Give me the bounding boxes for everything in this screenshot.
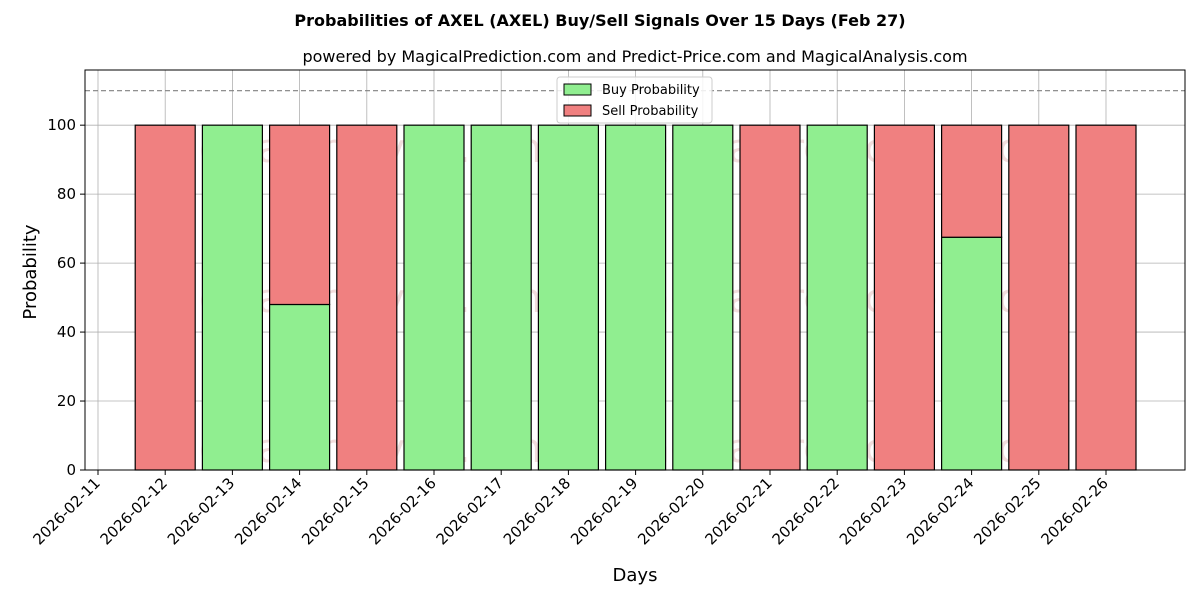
bar-sell-probability: [269, 124, 331, 306]
legend-swatch: [563, 83, 592, 96]
bar-sell-probability: [1008, 124, 1070, 471]
bar-buy-probability: [403, 124, 465, 471]
y-axis: 0 20 40 60 80 100: [47, 116, 85, 479]
legend: Buy Probability Sell Probability: [556, 76, 713, 124]
x-tick-label: 2026-02-23: [836, 474, 910, 548]
x-tick-label: 2026-02-13: [164, 474, 238, 548]
y-tick-label: 0: [66, 461, 76, 479]
x-tick-label: 2026-02-18: [500, 474, 574, 548]
x-tick-label: 2026-02-26: [1037, 474, 1111, 548]
bar-buy-probability: [537, 124, 600, 471]
bar-buy-probability: [672, 124, 734, 471]
x-tick-label: 2026-02-11: [29, 474, 103, 548]
x-tick-label: 2026-02-12: [97, 474, 171, 548]
x-tick-label: 2026-02-20: [634, 474, 708, 548]
legend-box: [556, 76, 713, 124]
legend-label: Buy Probability: [602, 83, 700, 98]
legend-swatch: [563, 104, 592, 117]
y-tick-label: 20: [57, 392, 76, 410]
bar-buy-probability: [806, 124, 868, 471]
chart-title: Probabilities of AXEL (AXEL) Buy/Sell Si…: [294, 11, 905, 30]
bar-buy-probability: [470, 124, 532, 471]
x-tick-label: 2026-02-16: [365, 474, 439, 548]
bar-sell-probability: [134, 124, 196, 471]
x-tick-label: 2026-02-17: [433, 474, 507, 548]
chart-subtitle: powered by MagicalPrediction.com and Pre…: [302, 47, 967, 66]
x-tick-label: 2026-02-21: [701, 474, 775, 548]
y-axis-label: Probability: [20, 224, 41, 319]
x-tick-label: 2026-02-19: [567, 474, 641, 548]
y-tick-label: 80: [57, 185, 76, 203]
bars: [134, 124, 1137, 471]
y-tick-label: 40: [57, 323, 76, 341]
bar-sell-probability: [873, 124, 936, 471]
x-tick-label: 2026-02-22: [769, 474, 843, 548]
y-tick-label: 60: [57, 254, 76, 272]
x-tick-label: 2026-02-14: [231, 474, 305, 548]
bar-buy-probability: [201, 124, 263, 471]
x-tick-label: 2026-02-15: [298, 474, 372, 548]
bar-sell-probability: [1075, 124, 1137, 471]
x-tick-label: 2026-02-25: [970, 474, 1044, 548]
plot-frame: [84, 69, 1186, 471]
x-tick-label: 2026-02-24: [903, 474, 977, 548]
bar-sell-probability: [940, 124, 1003, 238]
bar-sell-probability: [336, 124, 398, 471]
x-axis: 2026-02-112026-02-122026-02-132026-02-14…: [29, 470, 1112, 548]
bar-buy-probability: [940, 236, 1003, 471]
bar-buy-probability: [604, 124, 667, 471]
y-tick-label: 100: [47, 116, 76, 134]
legend-label: Sell Probability: [602, 104, 699, 119]
x-axis-label: Days: [613, 565, 658, 586]
bar-buy-probability: [269, 303, 331, 471]
bar-sell-probability: [739, 124, 801, 471]
